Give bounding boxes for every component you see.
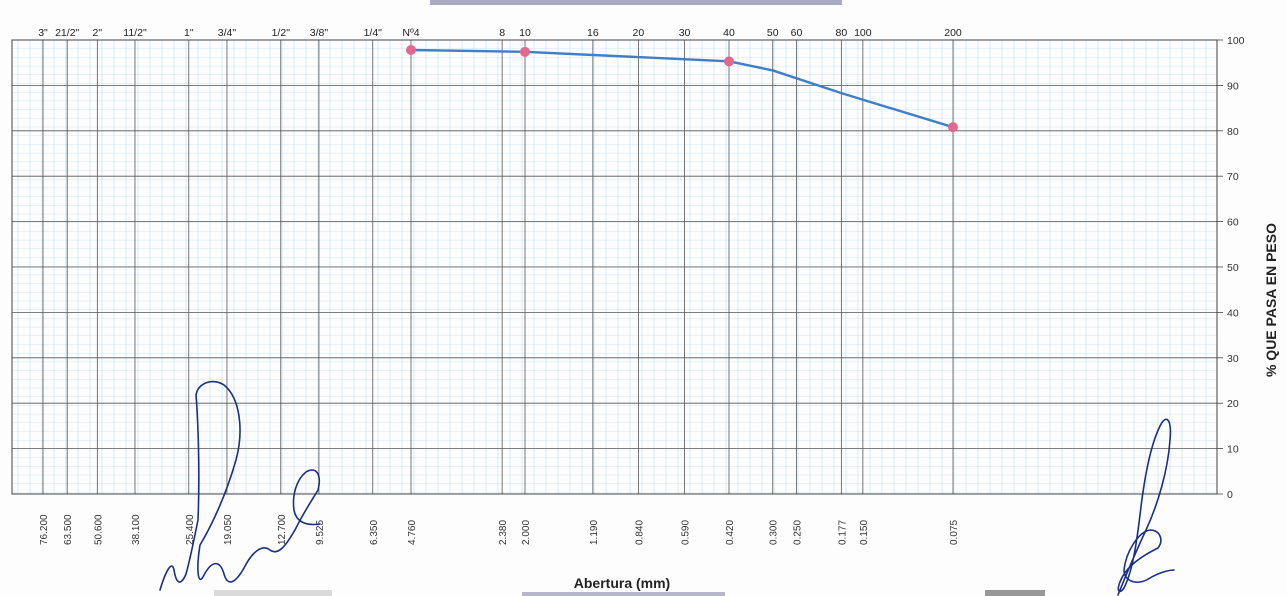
y-tick-label: 100 xyxy=(1227,35,1245,47)
sieve-opening-label: 0.250 xyxy=(792,520,803,545)
series-line xyxy=(410,48,954,129)
y-tick-label: 0 xyxy=(1227,489,1233,501)
sieve-number-label: 21/2" xyxy=(55,27,79,39)
data-point xyxy=(724,56,734,67)
sieve-number-label: 50 xyxy=(767,27,779,39)
sieve-opening-label: 12.700 xyxy=(277,514,288,545)
header-bar xyxy=(430,0,842,5)
sieve-number-label: 16 xyxy=(587,27,599,39)
sieve-number-label: 40 xyxy=(723,27,735,39)
sieve-opening-label: 0.300 xyxy=(769,520,780,545)
sieve-number-label: 1/4" xyxy=(364,27,383,39)
footer-bar xyxy=(522,592,725,596)
y-tick-label: 20 xyxy=(1227,398,1239,410)
sieve-number-label: 1" xyxy=(184,27,194,39)
sieve-opening-label: 1.190 xyxy=(589,520,600,545)
y-axis-ticks: 0 10 20 30 40 50 60 70 80 90 100 xyxy=(1217,35,1245,501)
sieve-number-labels: 3" 21/2" 2" 11/2" 1" 3/4" 1/2" 3/8" 1/4" Nº4 8 10 16… xyxy=(38,27,962,39)
sieve-opening-label: 0.177 xyxy=(837,520,848,545)
sieve-number-label: 100 xyxy=(854,27,872,39)
y-tick-label: 80 xyxy=(1227,126,1239,138)
sieve-number-label: 20 xyxy=(633,27,645,39)
sieve-opening-label: 0.075 xyxy=(949,520,960,545)
sieve-opening-label: 25.400 xyxy=(185,514,196,545)
sieve-opening-label: 0.840 xyxy=(634,520,645,545)
sieve-opening-label: 76.200 xyxy=(39,514,50,545)
y-tick-label: 90 xyxy=(1227,80,1239,92)
x-axis-title: Abertura (mm) xyxy=(574,575,670,591)
sieve-opening-label: 0.150 xyxy=(859,520,870,545)
data-point xyxy=(948,122,958,133)
sieve-opening-label: 2.380 xyxy=(498,520,509,545)
sieve-opening-label: 50.600 xyxy=(93,514,104,545)
sieve-opening-label: 0.420 xyxy=(725,520,736,545)
y-tick-label: 70 xyxy=(1227,171,1239,183)
blurred-text-right xyxy=(985,590,1045,596)
sieve-number-label: 1/2" xyxy=(272,27,291,39)
y-tick-label: 60 xyxy=(1227,217,1239,229)
sieve-opening-label: 6.350 xyxy=(369,520,380,545)
sieve-opening-label: 63.500 xyxy=(63,514,74,545)
signatures xyxy=(159,380,1175,596)
y-tick-label: 50 xyxy=(1227,262,1239,274)
sieve-number-label: 80 xyxy=(836,27,848,39)
y-tick-label: 40 xyxy=(1227,307,1239,319)
sieve-opening-label: 4.760 xyxy=(407,520,418,545)
sieve-opening-label: 38.100 xyxy=(131,514,142,545)
data-point xyxy=(406,45,416,55)
sieve-number-label: 200 xyxy=(944,27,962,39)
sieve-opening-label: 0.590 xyxy=(681,520,692,545)
chart-grid xyxy=(11,39,1218,495)
signature-left xyxy=(159,380,321,591)
sieve-opening-label: 9.525 xyxy=(315,520,326,545)
sieve-number-label: Nº4 xyxy=(402,27,419,39)
sieve-number-label: 10 xyxy=(519,27,531,39)
sieve-number-label: 30 xyxy=(679,27,691,39)
sieve-number-label: 8 xyxy=(499,27,505,39)
data-series xyxy=(406,45,958,133)
sieve-number-label: 2" xyxy=(93,27,103,39)
y-axis-title: % QUE PASA EN PESO xyxy=(1263,223,1279,377)
y-tick-label: 10 xyxy=(1227,444,1239,456)
blurred-text-left xyxy=(214,590,332,596)
signature-right xyxy=(1117,418,1175,596)
data-point xyxy=(520,46,530,57)
sieve-number-label: 3/8" xyxy=(310,27,329,39)
sieve-number-label: 11/2" xyxy=(123,27,147,39)
sieve-opening-labels: 76.200 63.500 50.600 38.100 25.400 19.050 12.7… xyxy=(39,514,960,545)
y-tick-label: 30 xyxy=(1227,353,1239,365)
sieve-number-label: 3" xyxy=(38,27,48,39)
sieve-number-label: 3/4" xyxy=(218,27,237,39)
sieve-opening-label: 19.050 xyxy=(223,514,234,545)
sieve-opening-label: 2.000 xyxy=(521,520,532,545)
sieve-number-label: 60 xyxy=(791,27,803,39)
